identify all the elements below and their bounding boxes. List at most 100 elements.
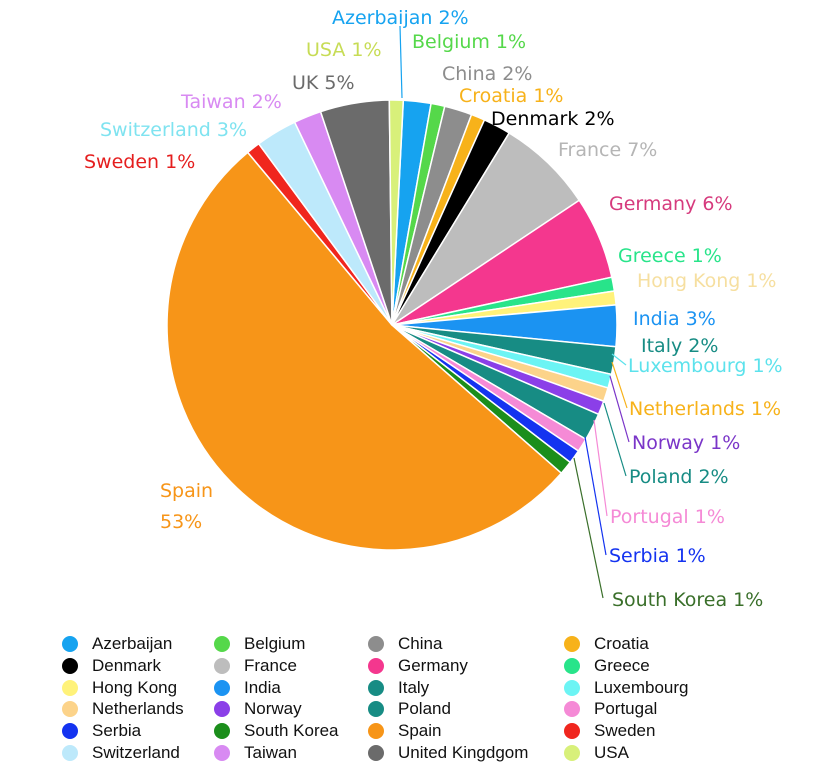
legend-swatch-denmark (62, 657, 78, 674)
legend-label-serbia: Serbia (92, 721, 142, 741)
pie-slice-usa (388, 99, 405, 326)
legend-item-netherlands: Netherlands (62, 699, 184, 719)
legend-swatch-portugal (564, 701, 580, 718)
data-label-greece: Greece 1% (618, 245, 722, 267)
legend-item-switzerland: Switzerland (62, 743, 180, 763)
data-label-germany: Germany 6% (609, 193, 733, 215)
legend-swatch-india (214, 679, 230, 696)
legend-item-greece: Greece (564, 656, 650, 676)
legend-label-norway: Norway (244, 699, 302, 719)
legend-item-uk: United Kingdgom (368, 743, 528, 763)
legend-label-croatia: Croatia (594, 634, 649, 653)
data-label-france: France 7% (558, 139, 657, 161)
legend-item-taiwan: Taiwan (214, 743, 297, 763)
legend-item-serbia: Serbia (62, 721, 141, 741)
leader-line-luxembourg (611, 353, 627, 366)
legend-swatch-greece (564, 657, 580, 674)
legend-swatch-southkorea (214, 723, 230, 740)
legend-item-norway: Norway (214, 699, 302, 719)
legend-item-portugal: Portugal (564, 699, 657, 719)
data-label-azerbaijan: Azerbaijan 2% (332, 7, 469, 29)
legend-swatch-norway (214, 701, 230, 718)
legend-item-denmark: Denmark (62, 656, 161, 676)
data-label-norway: Norway 1% (632, 432, 740, 454)
data-label-belgium: Belgium 1% (412, 31, 526, 53)
data-label-italy: Italy 2% (641, 335, 718, 357)
legend-label-sweden: Sweden (594, 721, 656, 741)
legend-label-taiwan: Taiwan (244, 743, 297, 762)
data-label-southkorea: South Korea 1% (612, 589, 763, 611)
legend-label-switzerland: Switzerland (92, 743, 180, 762)
data-label-poland: Poland 2% (629, 466, 729, 488)
legend-item-poland: Poland (368, 699, 451, 719)
legend-item-luxembourg: Luxembourg (564, 678, 689, 698)
legend-swatch-sweden (564, 723, 580, 740)
legend-label-germany: Germany (398, 655, 468, 675)
legend-item-belgium: Belgium (214, 634, 305, 654)
data-label-croatia: Croatia 1% (459, 85, 563, 107)
legend-swatch-belgium (214, 636, 230, 652)
legend-label-hongkong: Hong Kong (92, 677, 178, 697)
legend-item-usa: USA (564, 743, 629, 763)
leader-line-poland (603, 402, 627, 477)
data-label-taiwan: Taiwan 2% (180, 91, 282, 113)
legend-label-spain: Spain (398, 721, 442, 741)
legend-swatch-azerbaijan (62, 636, 78, 652)
legend-label-southkorea: South Korea (244, 721, 339, 741)
data-label-hongkong: Hong Kong 1% (637, 270, 776, 292)
data-label-uk: UK 5% (292, 72, 355, 94)
legend-swatch-china (368, 636, 384, 652)
legend-item-hongkong: Hong Kong (62, 678, 177, 698)
legend-label-portugal: Portugal (594, 699, 658, 719)
legend-swatch-spain (368, 723, 384, 740)
legend-label-italy: Italy (398, 677, 430, 697)
legend-item-germany: Germany (368, 656, 468, 676)
legend-swatch-hongkong (62, 679, 78, 696)
legend-label-china: China (398, 634, 443, 653)
legend-swatch-serbia (62, 723, 78, 740)
legend-swatch-taiwan (214, 745, 230, 761)
legend-item-india: India (214, 678, 281, 698)
data-label-spain: Spain 53% (160, 480, 213, 533)
data-label-switzerland: Switzerland 3% (100, 119, 247, 141)
legend-item-italy: Italy (368, 678, 429, 698)
data-label-denmark: Denmark 2% (491, 108, 615, 130)
legend-label-usa: USA (594, 743, 629, 762)
data-label-serbia: Serbia 1% (609, 545, 706, 567)
leader-line-southkorea (573, 457, 604, 599)
legend-swatch-poland (368, 701, 384, 718)
leader-line-serbia (584, 436, 607, 556)
leader-line-netherlands (611, 361, 628, 409)
pie-slice-spain (166, 151, 563, 551)
legend-swatch-italy (368, 679, 384, 696)
legend-item-china: China (368, 634, 442, 654)
legend-swatch-switzerland (62, 745, 78, 761)
legend-label-luxembourg: Luxembourg (594, 677, 689, 697)
data-label-portugal: Portugal 1% (610, 506, 725, 528)
legend-label-belgium: Belgium (244, 634, 306, 653)
legend-swatch-croatia (564, 636, 580, 652)
legend-item-spain: Spain (368, 721, 441, 741)
legend-item-sweden: Sweden (564, 721, 655, 741)
legend-item-azerbaijan: Azerbaijan (62, 634, 172, 654)
legend-swatch-usa (564, 745, 580, 761)
legend-label-denmark: Denmark (92, 655, 161, 675)
legend-item-france: France (214, 656, 297, 676)
data-label-india: India 3% (633, 308, 716, 330)
legend-label-netherlands: Netherlands (92, 699, 184, 719)
legend-item-croatia: Croatia (564, 634, 649, 654)
data-label-usa: USA 1% (306, 39, 382, 61)
legend-swatch-netherlands (62, 701, 78, 718)
data-label-china: China 2% (442, 63, 532, 85)
legend-label-greece: Greece (594, 655, 650, 675)
legend-swatch-luxembourg (564, 679, 580, 696)
legend-label-france: France (244, 655, 297, 675)
leader-line-norway (609, 375, 630, 443)
data-label-luxembourg: Luxembourg 1% (628, 355, 783, 377)
data-label-netherlands: Netherlands 1% (629, 398, 781, 420)
legend-item-southkorea: South Korea (214, 721, 339, 741)
legend-swatch-germany (368, 657, 384, 674)
legend-swatch-france (214, 657, 230, 674)
legend-label-india: India (244, 677, 281, 697)
